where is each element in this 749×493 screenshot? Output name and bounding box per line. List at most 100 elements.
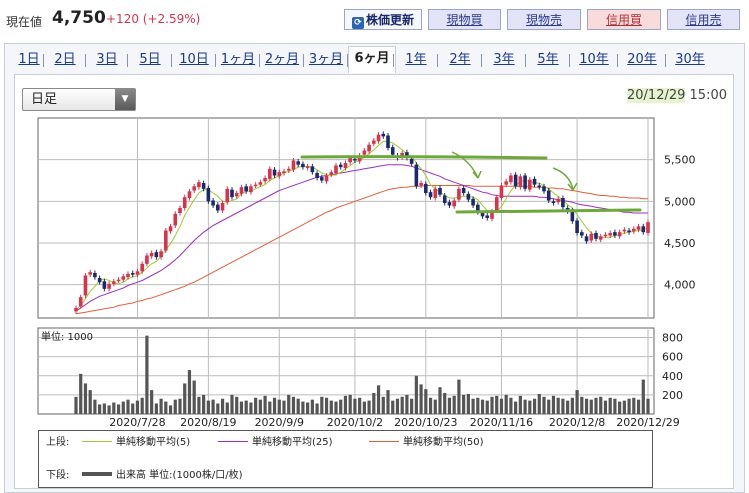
candle-body	[159, 251, 163, 258]
tab-period-4[interactable]: 10日	[179, 52, 209, 67]
volume-bar	[150, 390, 154, 414]
candle-body	[301, 163, 305, 168]
tab-period-8[interactable]: 6ヶ月	[348, 46, 396, 73]
volume-bar	[320, 396, 324, 414]
candle-body	[315, 173, 319, 178]
tab-separator	[569, 54, 570, 67]
volume-bar	[116, 404, 121, 414]
candle-body	[154, 252, 159, 258]
tab-period-13[interactable]: 10年	[579, 52, 609, 67]
tab-period-14[interactable]: 20年	[627, 52, 657, 67]
volume-bar	[310, 399, 314, 414]
tab-period-5[interactable]: 1ヶ月	[220, 52, 256, 67]
volume-bar	[632, 397, 636, 414]
candle-body	[589, 233, 594, 241]
interval-select[interactable]: 日足 ▼	[22, 88, 136, 111]
x-tick-label: 2020/8/19	[180, 416, 236, 429]
tab-period-6[interactable]: 2ヶ月	[264, 52, 300, 67]
candle-body	[457, 188, 461, 200]
cash-buy-button[interactable]: 現物買	[428, 9, 501, 30]
volume-tick-label: 200	[662, 389, 683, 402]
candle-body	[197, 182, 201, 188]
candle-body	[537, 185, 542, 188]
candle-body	[494, 197, 499, 211]
tab-period-1[interactable]: 2日	[54, 52, 76, 67]
volume-bar	[452, 395, 456, 414]
volume-bar	[268, 401, 272, 414]
volume-bar	[566, 400, 570, 414]
volume-bar	[272, 397, 277, 414]
volume-bar	[410, 398, 414, 414]
volume-bar	[438, 387, 442, 414]
candle-body	[523, 175, 527, 189]
candle-body	[329, 172, 334, 175]
candle-body	[216, 204, 220, 211]
ma5-line	[75, 140, 649, 311]
tab-separator	[393, 54, 394, 67]
candle-body	[528, 179, 532, 190]
tab-period-3[interactable]: 5日	[139, 52, 161, 67]
candle-body	[258, 182, 263, 185]
tab-separator	[437, 54, 438, 67]
tab-period-2[interactable]: 3日	[96, 52, 118, 67]
legend-volume-label: 出来高 単位:(1000株/口/枚)	[116, 470, 243, 481]
candle-body	[107, 283, 111, 289]
current-price-label: 現在値	[6, 15, 43, 29]
volume-bar	[183, 383, 187, 414]
tab-separator	[43, 54, 44, 67]
tab-separator	[665, 54, 666, 67]
volume-bar	[589, 399, 593, 414]
volume-bar	[239, 401, 244, 414]
interval-select-value: 日足	[31, 92, 58, 107]
tab-separator	[303, 54, 304, 67]
volume-bar	[547, 399, 551, 414]
ma25-swatch	[218, 441, 248, 442]
volume-bar	[168, 405, 173, 414]
volume-bar	[570, 397, 574, 414]
tab-period-12[interactable]: 5年	[537, 52, 559, 67]
tab-period-7[interactable]: 3ヶ月	[308, 52, 344, 67]
candle-body	[476, 204, 480, 213]
volume-bar	[372, 392, 376, 414]
volume-swatch	[82, 472, 112, 476]
volume-bar	[395, 398, 400, 414]
candle-body	[320, 177, 324, 181]
volume-bar	[88, 390, 92, 414]
margin-buy-button[interactable]: 信用買	[587, 9, 661, 30]
chart-datetime: 20/12/29 15:00	[627, 88, 727, 103]
volume-bar	[112, 402, 116, 414]
candle-body	[220, 203, 225, 211]
volume-bar	[490, 396, 494, 414]
tab-period-0[interactable]: 1日	[18, 52, 40, 67]
volume-bar	[135, 400, 140, 414]
legend-upper-label: 上段:	[46, 437, 70, 448]
tab-period-15[interactable]: 30年	[675, 52, 705, 67]
margin-sell-button[interactable]: 信用売	[667, 9, 740, 30]
refresh-price-button[interactable]: ⟳ 株価更新	[344, 9, 422, 30]
x-tick-label: 2020/10/23	[394, 416, 457, 429]
price-plot-area	[37, 117, 655, 319]
candle-body	[116, 279, 121, 282]
candle-body	[376, 134, 381, 142]
volume-bar	[575, 390, 579, 414]
volume-bar	[93, 399, 97, 414]
tab-separator	[525, 54, 526, 67]
x-tick-label: 2020/10/2	[327, 416, 383, 429]
candle-body	[362, 150, 367, 155]
candle-body	[268, 168, 272, 179]
candle-body	[225, 188, 230, 203]
tab-period-9[interactable]: 1年	[405, 52, 427, 67]
candle-body	[249, 186, 253, 193]
candle-body	[353, 158, 357, 161]
volume-bar	[476, 397, 480, 414]
tab-separator	[259, 54, 260, 67]
tab-period-11[interactable]: 3年	[493, 52, 515, 67]
candle-body	[580, 232, 584, 236]
candle-body	[504, 181, 508, 185]
candle-body	[305, 166, 310, 168]
candle-body	[400, 153, 404, 158]
cash-sell-button[interactable]: 現物売	[507, 9, 581, 30]
candle-body	[409, 158, 414, 164]
volume-bar	[263, 395, 267, 414]
tab-period-10[interactable]: 2年	[449, 52, 471, 67]
